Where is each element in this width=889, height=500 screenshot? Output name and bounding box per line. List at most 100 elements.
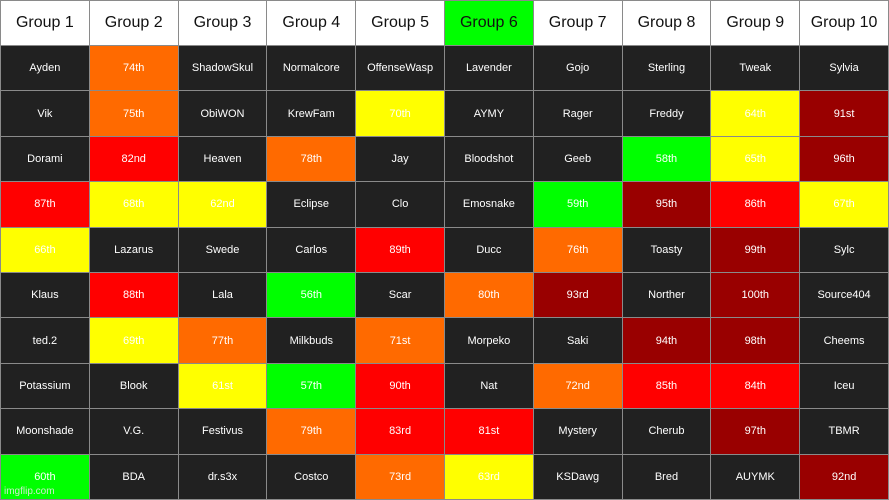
group-header-9: Group 9 [710,0,801,46]
group-header-1: Group 1 [0,0,90,46]
table-cell: 56th [266,271,357,319]
table-cell: Potassium [0,362,90,410]
table-cell: 80th [443,271,534,319]
table-cell: 60th [0,453,90,500]
table-cell: Emosnake [443,181,534,228]
table-cell: 66th [0,226,90,273]
table-cell: 59th [532,181,623,228]
table-row: Potassium Blook 61st 57th 90th Nat 72nd 85th 84t… [0,362,889,410]
table-cell: 78th [266,135,357,183]
table-cell: Clo [355,181,445,228]
table-row: Moonshade V.G. Festivus 79th 83rd 81st Mystery… [0,408,889,455]
table-cell: 70th [355,90,445,137]
table-cell: 89th [355,226,445,273]
table-row: 66th Lazarus Swede Carlos 89th Ducc 76th Toasty… [0,226,889,273]
group-header-4: Group 4 [266,0,357,46]
group-header-5: Group 5 [355,0,445,46]
table-cell: 65th [710,135,801,183]
watermark: imgflip.com [4,486,55,497]
table-cell: 73rd [355,453,445,500]
table-cell: Lavender [443,44,534,92]
table-cell: Swede [177,226,268,273]
table-cell: Vik [0,90,90,137]
table-cell: 97th [710,408,801,455]
table-cell: 94th [621,317,712,364]
table-cell: Cherub [621,408,712,455]
table-cell: Gojo [532,44,623,92]
table-cell: 92nd [799,453,889,500]
table-row: ted.2 69th 77th Milkbuds 71st Morpeko Saki 94th… [0,317,889,364]
group-header-6: Group 6 [443,0,534,46]
table-cell: 99th [710,226,801,273]
table-row: Klaus 88th Lala 56th Scar 80th 93rd Norther 100t… [0,271,889,319]
table-cell: Toasty [621,226,712,273]
table-cell: V.G. [88,408,179,455]
table-cell: Eclipse [266,181,357,228]
table-cell: Ducc [443,226,534,273]
table-cell: ted.2 [0,317,90,364]
table-row: Ayden 74th ShadowSkul Normalcore OffenseWasp… [0,44,889,92]
table-row: 87th 68th 62nd Eclipse Clo Emosnake 59th 95th 86… [0,181,889,228]
table-cell: 88th [88,271,179,319]
table-cell: dr.s3x [177,453,268,500]
table-cell: Scar [355,271,445,319]
table-cell: Geeb [532,135,623,183]
group-header-10: Group 10 [799,0,889,46]
table-cell: Morpeko [443,317,534,364]
table-cell: 68th [88,181,179,228]
table-cell: 90th [355,362,445,410]
table-cell: 95th [621,181,712,228]
table-cell: KrewFam [266,90,357,137]
table-cell: 79th [266,408,357,455]
table-cell: 74th [88,44,179,92]
table-cell: 58th [621,135,712,183]
table-cell: Sylc [799,226,889,273]
table-cell: 61st [177,362,268,410]
table-cell: Saki [532,317,623,364]
table-body: Ayden 74th ShadowSkul Normalcore OffenseWasp… [0,44,889,500]
table-cell: Sterling [621,44,712,92]
table-cell: Iceu [799,362,889,410]
table-cell: 64th [710,90,801,137]
table-cell: Festivus [177,408,268,455]
table-cell: Bred [621,453,712,500]
table-cell: Lazarus [88,226,179,273]
table-cell: Moonshade [0,408,90,455]
table-cell: 63rd [443,453,534,500]
table-cell: 69th [88,317,179,364]
table-cell: TBMR [799,408,889,455]
table-cell: 85th [621,362,712,410]
table-cell: Sylvia [799,44,889,92]
table-cell: OffenseWasp [355,44,445,92]
table-cell: 91st [799,90,889,137]
table-cell: 71st [355,317,445,364]
table-cell: 87th [0,181,90,228]
table-cell: 100th [710,271,801,319]
table-cell: Cheems [799,317,889,364]
table-cell: 57th [266,362,357,410]
group-header-2: Group 2 [88,0,179,46]
table-row: Dorami 82nd Heaven 78th Jay Bloodshot Geeb 58th… [0,135,889,183]
table-cell: Ayden [0,44,90,92]
table-cell: Blook [88,362,179,410]
table-cell: Normalcore [266,44,357,92]
table-cell: Norther [621,271,712,319]
table-cell: ShadowSkul [177,44,268,92]
table-cell: 72nd [532,362,623,410]
table-cell: Dorami [0,135,90,183]
table-cell: Nat [443,362,534,410]
table-cell: 67th [799,181,889,228]
table-cell: ObiWON [177,90,268,137]
table-cell: Freddy [621,90,712,137]
table-cell: Jay [355,135,445,183]
table-cell: Lala [177,271,268,319]
table-cell: Milkbuds [266,317,357,364]
table-cell: 98th [710,317,801,364]
table-cell: 62nd [177,181,268,228]
table-cell: 76th [532,226,623,273]
table-cell: 96th [799,135,889,183]
table-cell: 82nd [88,135,179,183]
table-cell: Klaus [0,271,90,319]
table-cell: 75th [88,90,179,137]
